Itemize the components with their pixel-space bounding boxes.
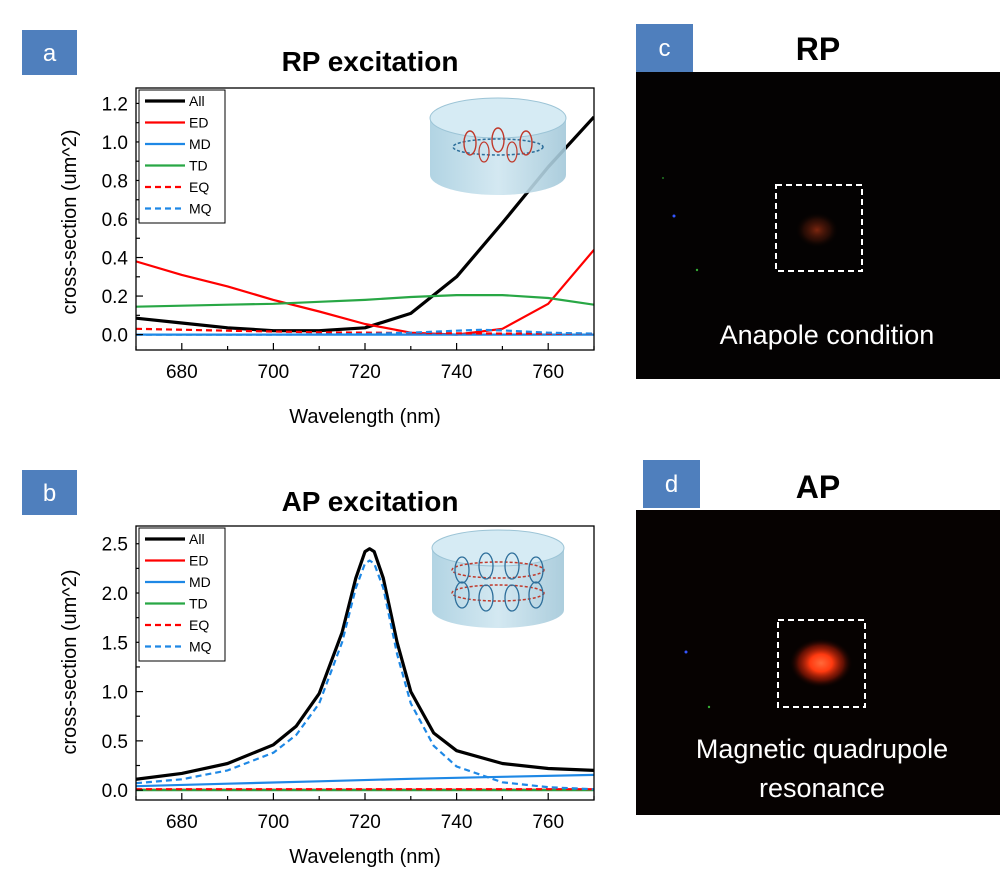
chart-b-x-tick-label: 700	[258, 812, 290, 833]
chart-a-xlabel: Wavelength (nm)	[289, 406, 441, 428]
chart-a-plot: 680 700 720 740 760 0.0 0.2 0.4 0.6 0.8 1.0 1.2 All E…	[102, 87, 595, 383]
chart-a-y-tick-label: 0.4	[102, 249, 129, 270]
chart-b-inset-cylinder	[431, 529, 565, 628]
chart-b-legend	[138, 527, 226, 662]
chart-a-x-tick-label: 760	[532, 362, 564, 383]
chart-a-x-tick-label: 680	[166, 362, 198, 383]
chart-b-y-tick-label: 2.0	[102, 584, 128, 605]
chart-a-legend-label-ed: ED	[189, 115, 208, 131]
chart-a-inset-cylinder	[429, 97, 567, 195]
chart-b-legend-label-md: MD	[189, 574, 211, 590]
chart-b-y-tick-label: 1.0	[102, 683, 128, 704]
panel-d-label-box	[643, 460, 700, 508]
panel-b-letter: b	[43, 480, 56, 507]
chart-a-legend-label-mq: MQ	[189, 201, 212, 217]
chart-a-series-eq	[136, 327, 594, 335]
chart-b-legend-label-eq: EQ	[189, 617, 209, 633]
chart-b-x-tick-label: 740	[441, 812, 473, 833]
chart-b-legend-label-td: TD	[189, 596, 208, 612]
chart-a-series-td	[136, 294, 594, 308]
chart-a-legend-label-eq: EQ	[189, 179, 209, 195]
panel-c-title: RP	[796, 31, 840, 67]
panel-d-caption-line2: resonance	[759, 773, 885, 803]
chart-a-legend-label-md: MD	[189, 136, 211, 152]
chart-b-legend-label-ed: ED	[189, 553, 208, 569]
chart-b-y-tick-label: 2.5	[102, 535, 128, 556]
chart-b-title: AP excitation	[282, 486, 459, 517]
chart-a-x-tick-label: 720	[349, 362, 381, 383]
chart-a-series-ed	[136, 249, 594, 336]
chart-a-y-tick-label: 0.0	[102, 326, 128, 347]
panel-c-roi-box	[775, 184, 863, 272]
chart-b-y-tick-label: 0.0	[102, 781, 128, 802]
panel-d-title: AP	[796, 469, 840, 505]
chart-b-legend-label-mq: MQ	[189, 639, 212, 655]
chart-b-legend-label-all: All	[189, 531, 205, 547]
panel-d-letter: d	[665, 471, 678, 498]
chart-a-title: RP excitation	[282, 46, 459, 77]
panel-b-label-box	[22, 470, 77, 515]
panel-a-letter: a	[43, 40, 57, 67]
panel-c: c RP Anapole condition	[636, 24, 1000, 379]
chart-a-x-tick-label: 700	[258, 362, 290, 383]
panel-c-caption: Anapole condition	[720, 320, 935, 350]
chart-a-ylabel: cross-section (um^2)	[59, 130, 81, 315]
chart-b-y-tick-label: 1.5	[102, 633, 128, 654]
chart-b-x-tick-label: 760	[532, 812, 564, 833]
panel-a-label-box	[22, 30, 77, 75]
chart-a-legend-label-td: TD	[189, 158, 208, 174]
chart-a-series-mq	[136, 328, 594, 336]
chart-a-x-tick-label: 740	[441, 362, 473, 383]
panel-b: b AP excitation Wavelength (nm) cross-se…	[22, 470, 595, 868]
chart-b-x-tick-label: 680	[166, 812, 198, 833]
chart-b-ylabel: cross-section (um^2)	[59, 570, 81, 755]
panel-d-emission-spot	[789, 638, 853, 688]
panel-d-caption-line1: Magnetic quadrupole	[696, 734, 948, 764]
chart-a-y-tick-label: 1.2	[102, 94, 128, 115]
chart-a-y-tick-label: 1.0	[102, 133, 128, 154]
panel-c-letter: c	[659, 35, 671, 62]
chart-b-series-md	[136, 773, 594, 788]
chart-b-xlabel: Wavelength (nm)	[289, 846, 441, 868]
panel-d-roi-box	[777, 619, 866, 708]
chart-a-legend	[138, 89, 226, 224]
chart-a-series-all	[136, 115, 594, 333]
panel-c-emission-spot	[795, 212, 839, 248]
chart-a-legend-label-all: All	[189, 93, 205, 109]
chart-b-series-all	[136, 547, 594, 781]
chart-b-x-tick-label: 720	[349, 812, 381, 833]
panel-c-label-box	[636, 24, 693, 72]
chart-a-y-tick-label: 0.8	[102, 171, 128, 192]
panel-d: d AP Magnetic quadrupole resonance	[636, 460, 1000, 815]
chart-b-y-tick-label: 0.5	[102, 732, 128, 753]
chart-a-y-tick-label: 0.2	[102, 287, 128, 308]
chart-a-y-tick-label: 0.6	[102, 210, 128, 231]
chart-b-plot: 680 700 720 740 760 0.0 0.5 1.0 1.5 2.0 2.5 All ED MD…	[102, 525, 595, 833]
panel-a: a RP excitation Wavelength (nm) cross-se…	[22, 30, 595, 428]
chart-b-series-mq	[136, 559, 594, 791]
